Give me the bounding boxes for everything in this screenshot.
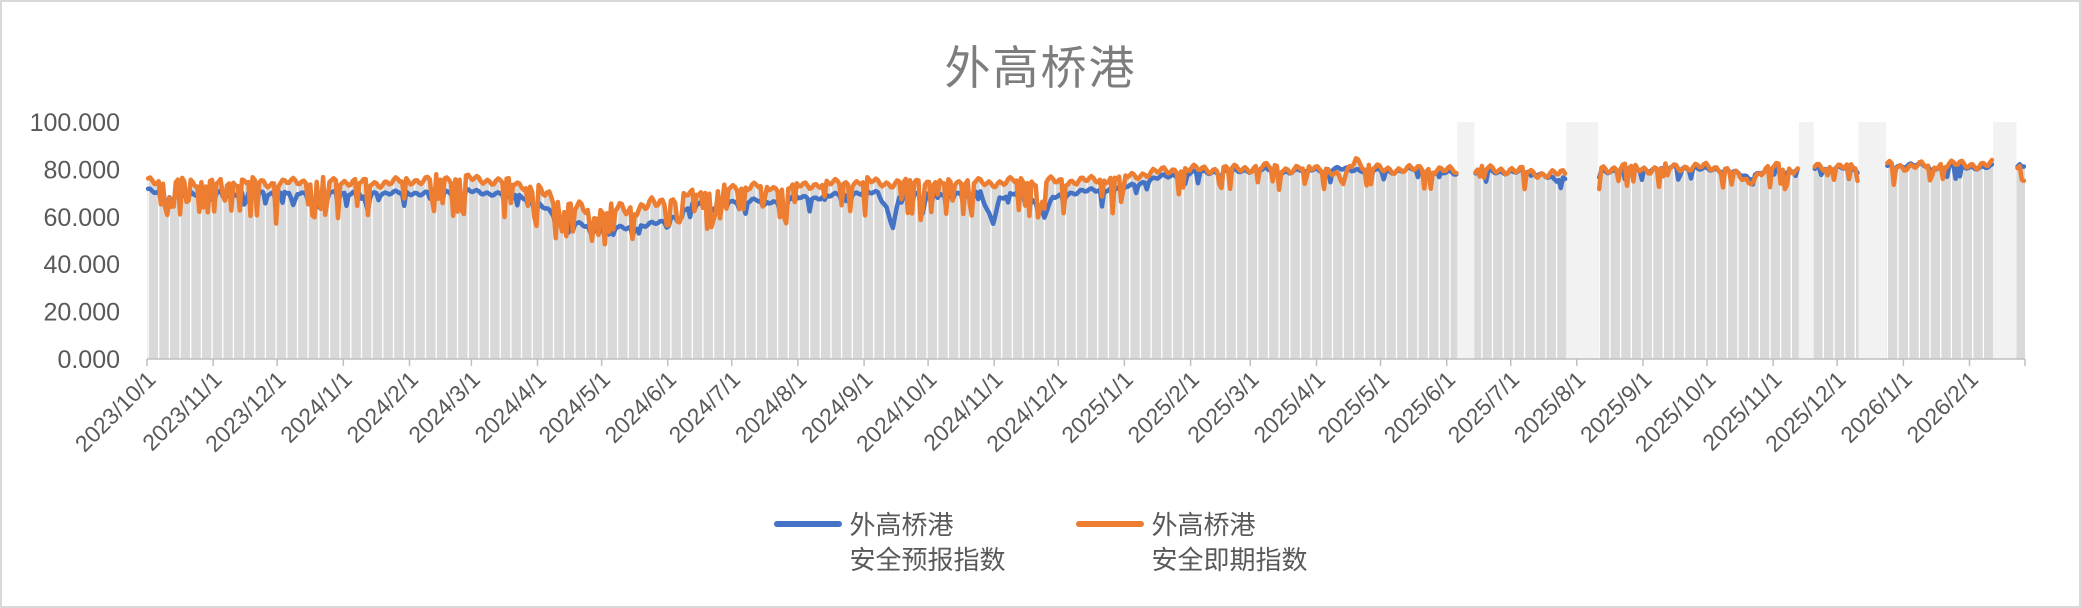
legend-swatch-spot-line	[1075, 521, 1144, 527]
gap-strip	[1457, 122, 1475, 359]
x-tick-label: 2024/8/1	[730, 366, 812, 448]
x-tick-label: 2024/1/1	[275, 366, 357, 448]
x-tick-label: 2026/2/1	[1901, 366, 1983, 448]
legend-label-spot-line2: 安全即期指数	[1151, 545, 1308, 575]
y-tick-label: 40.000	[44, 251, 120, 279]
gap-strip	[1798, 122, 1814, 359]
series-line-spot	[1885, 157, 1995, 188]
legend: 外高桥港 安全预报指数 外高桥港 安全即期指数	[773, 508, 1308, 578]
y-tick-label: 20.000	[44, 299, 120, 327]
y-tick-label: 80.000	[44, 156, 120, 184]
bar-area	[1474, 165, 1567, 359]
legend-label-forecast-line2: 安全预报指数	[849, 545, 1006, 575]
legend-label-forecast-line1: 外高桥港	[849, 510, 954, 540]
x-tick-label: 2025/1/1	[1056, 366, 1138, 448]
bar-area	[1813, 164, 1859, 359]
series-line-spot	[2015, 163, 2027, 184]
legend-label-forecast: 外高桥港 安全预报指数	[849, 508, 1005, 578]
series-line-spot	[145, 156, 1459, 247]
y-tick-label: 60.000	[44, 204, 120, 232]
x-tick-label: 2025/7/1	[1443, 366, 1525, 448]
x-tick-label: 2026/1/1	[1835, 366, 1917, 448]
legend-label-spot: 外高桥港 安全即期指数	[1152, 508, 1308, 578]
legend-item-spot: 外高桥港 安全即期指数	[1075, 508, 1308, 578]
x-tick-label: 2024/5/1	[533, 366, 615, 448]
gap-strip	[1993, 122, 2017, 359]
y-tick-label: 0.000	[57, 346, 120, 374]
bar-separators	[147, 160, 1985, 359]
x-tick-label: 2025/5/1	[1312, 366, 1394, 448]
series-line-spot	[1812, 161, 1860, 184]
y-tick-label: 100.000	[30, 109, 120, 137]
bar-area	[1886, 160, 1993, 359]
bar-area	[147, 158, 1458, 359]
bar-area	[1598, 163, 1799, 359]
bar-area	[2016, 164, 2025, 359]
gap-strip	[1566, 122, 1599, 359]
x-tick-label: 2024/7/1	[664, 366, 746, 448]
gap-strip	[1858, 122, 1887, 359]
chart-title: 外高桥港	[944, 42, 1137, 94]
x-axis-ticks	[146, 359, 2026, 366]
series-line-spot	[1473, 163, 1568, 192]
legend-item-forecast: 外高桥港 安全预报指数	[773, 508, 1006, 578]
legend-label-spot-line1: 外高桥港	[1151, 510, 1256, 540]
legend-swatch-forecast-line	[773, 521, 842, 527]
series-line-spot	[1596, 160, 1800, 192]
x-tick-label: 2025/8/1	[1509, 366, 1591, 448]
